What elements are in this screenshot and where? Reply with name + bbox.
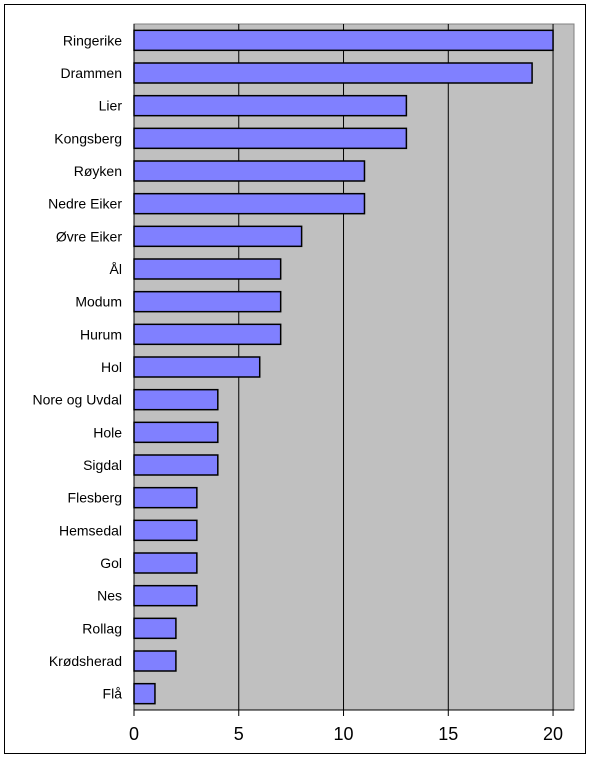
bar — [133, 650, 177, 672]
bar — [133, 421, 219, 444]
bar — [133, 225, 303, 248]
category-label: Ål — [110, 261, 122, 277]
category-label: Kongsberg — [54, 130, 122, 146]
category-label: Ringerike — [63, 32, 122, 48]
category-label: Øvre Eiker — [56, 228, 122, 244]
category-label: Krødsherad — [49, 653, 122, 669]
bar — [133, 519, 198, 542]
bar — [133, 486, 198, 509]
bar — [133, 584, 198, 607]
bar — [133, 617, 177, 640]
bar — [133, 323, 282, 346]
bar — [133, 258, 282, 280]
category-label: Hurum — [80, 326, 122, 342]
category-label: Flå — [103, 686, 123, 702]
category-label: Sigdal — [83, 457, 122, 473]
x-tick-label: 5 — [234, 724, 244, 744]
category-label: Drammen — [61, 65, 122, 81]
bars — [133, 29, 554, 705]
category-label: Hol — [101, 359, 122, 375]
bar — [133, 356, 261, 378]
category-label: Gol — [100, 555, 122, 571]
bar — [133, 682, 156, 705]
x-tick-label: 20 — [543, 724, 563, 744]
x-tick-label: 0 — [129, 724, 139, 744]
bar — [133, 29, 554, 52]
x-axis: 0 5 10 15 20 — [129, 24, 574, 744]
bar — [133, 160, 366, 182]
category-label: Rollag — [82, 620, 122, 636]
x-tick-label: 10 — [334, 724, 354, 744]
category-label: Røyken — [74, 163, 122, 179]
bar — [133, 388, 219, 411]
category-label: Nedre Eiker — [48, 196, 122, 212]
category-label: Flesberg — [68, 490, 122, 506]
bar — [133, 290, 282, 313]
x-tick-label: 15 — [438, 724, 458, 744]
category-labels: Ringerike Drammen Lier Kongsberg Røyken Nedre… — [33, 32, 123, 701]
bar — [133, 94, 408, 117]
category-label: Hole — [93, 424, 122, 440]
category-label: Nes — [97, 588, 122, 604]
category-label: Lier — [99, 98, 123, 114]
bar — [133, 192, 366, 215]
category-label: Nore og Uvdal — [33, 392, 123, 408]
category-label: Hemsedal — [59, 522, 122, 538]
bar — [133, 127, 408, 150]
category-label: Modum — [75, 294, 122, 310]
bar — [133, 62, 533, 84]
bar — [133, 552, 198, 574]
bar — [133, 454, 219, 476]
